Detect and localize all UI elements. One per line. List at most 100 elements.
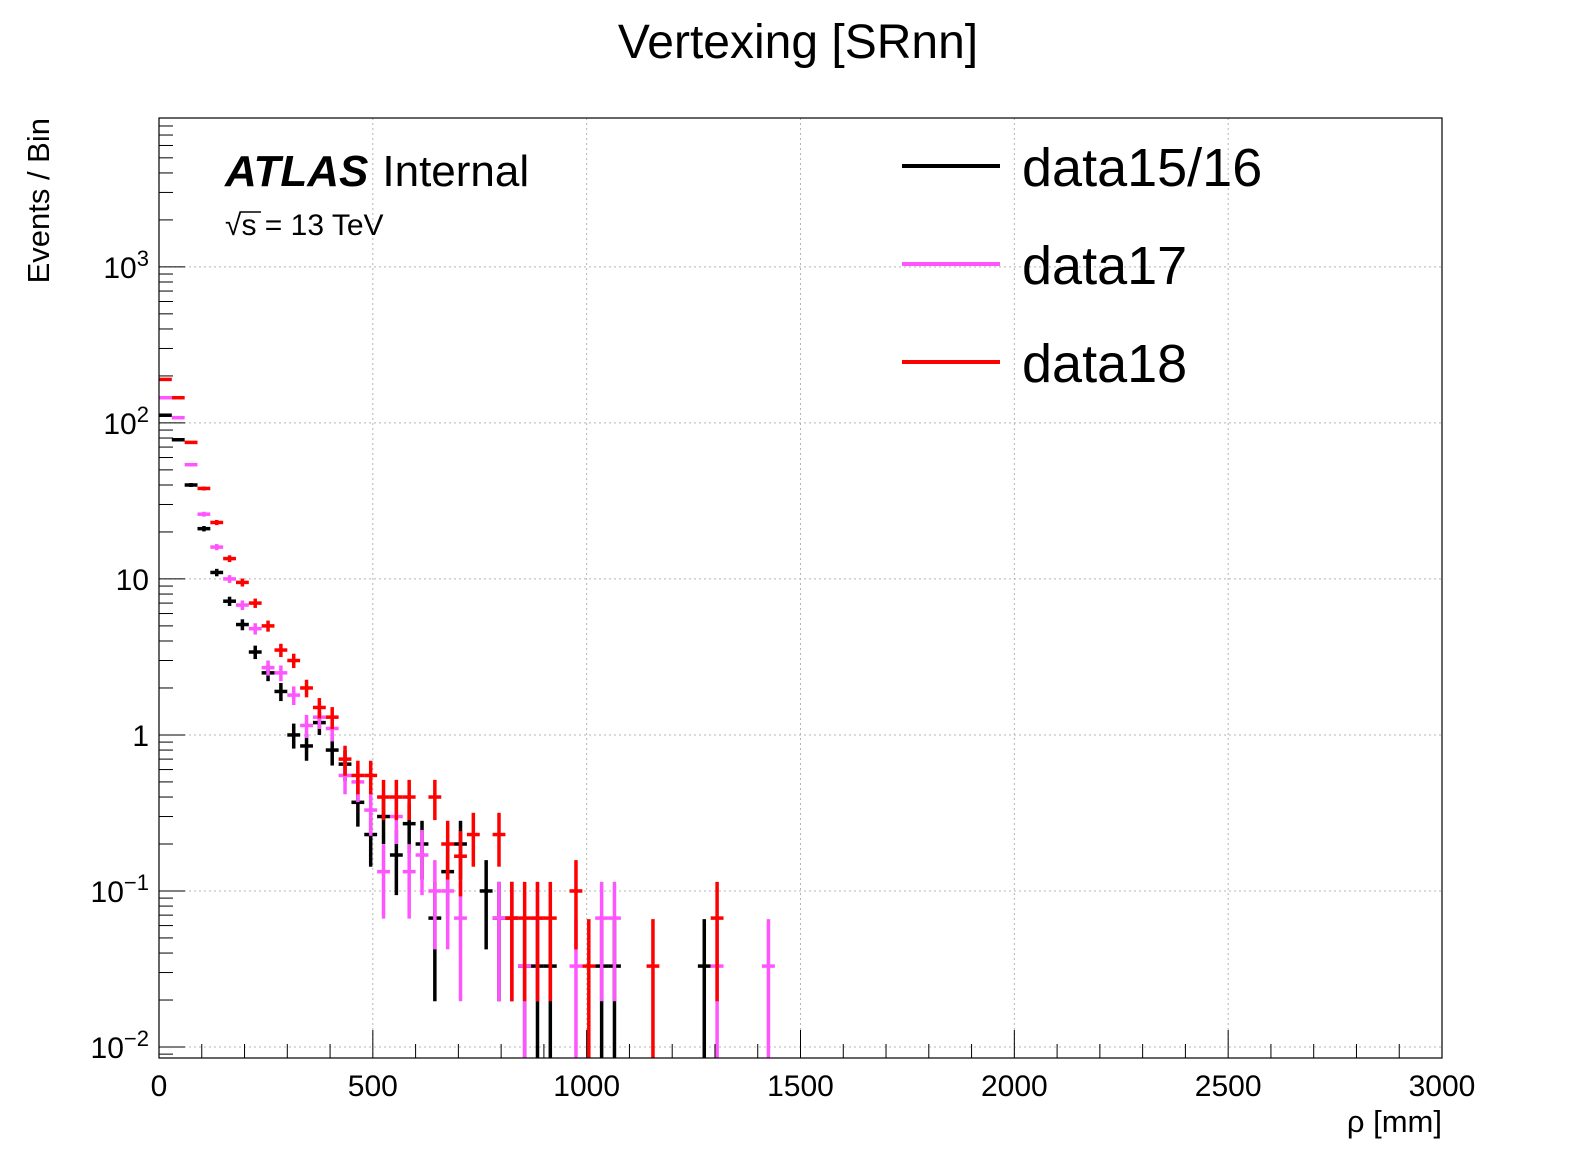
data-point (159, 377, 172, 382)
data-point (466, 812, 480, 867)
x-tick-label: 0 (151, 1070, 168, 1103)
data-point (223, 596, 236, 606)
data-point (351, 760, 365, 795)
data-point (300, 733, 313, 761)
data-point (287, 686, 301, 706)
data-point (325, 707, 339, 729)
y-axis-label: Events / Bin (21, 118, 56, 283)
series-data18 (159, 377, 724, 1058)
data-point (608, 881, 621, 1002)
data-point (710, 881, 724, 1002)
data-point (248, 598, 262, 608)
legend-label-data15-16: data15/16 (1022, 138, 1262, 198)
y-tick-label: 10−2 (91, 1026, 149, 1065)
data-point (646, 919, 660, 1058)
data-point (235, 619, 249, 631)
data-point (300, 679, 313, 698)
data-point (223, 575, 236, 583)
data-point (595, 881, 609, 1002)
x-tick-label: 1000 (553, 1070, 620, 1103)
data-point (235, 578, 249, 587)
legend-label-data17: data17 (1022, 236, 1187, 296)
data-point (428, 860, 442, 950)
data-point (261, 620, 275, 632)
y-tick-label: 10 (116, 564, 149, 597)
x-tick-label: 2000 (981, 1070, 1048, 1103)
atlas-label: ATLAS Internal (224, 147, 529, 196)
atlas-label-bold: ATLAS (224, 147, 368, 196)
x-axis-label: ρ [mm] (1347, 1104, 1442, 1139)
data-point (300, 714, 313, 739)
data-point (171, 395, 185, 400)
data-point (364, 791, 378, 836)
svg-text:√s = 13 TeV: √s = 13 TeV (225, 209, 384, 242)
data-point (312, 698, 326, 719)
data-point (454, 881, 467, 1002)
data-point (197, 486, 211, 491)
data-point (441, 820, 455, 880)
data-point (415, 829, 429, 896)
data-point (197, 526, 211, 532)
energy-label: √s = 13 TeV (225, 209, 384, 242)
chart-title: Vertexing [SRnn] (618, 16, 978, 69)
plot-frame (158, 117, 1443, 1059)
data-point (377, 779, 390, 821)
data-point (261, 660, 275, 676)
x-tick-label: 500 (348, 1070, 398, 1103)
data-point (210, 519, 224, 526)
data-point (505, 881, 519, 1002)
data-point (248, 623, 262, 635)
data-point (159, 413, 172, 417)
axes: 0 500 1000 1500 2000 2500 3000 10−2 10−1 1 10 102 10… (91, 117, 1476, 1103)
data-point (377, 844, 390, 919)
data-point (492, 812, 506, 867)
data-point (697, 919, 711, 1058)
data-point (492, 881, 506, 1002)
x-tick-label: 2500 (1195, 1070, 1262, 1103)
data-point (338, 745, 352, 776)
energy-value: = 13 TeV (256, 209, 383, 242)
legend-entry-data15-16: data15/16 (902, 138, 1262, 198)
data-point (197, 511, 211, 517)
data-point (428, 779, 442, 821)
atlas-label-internal: Internal (382, 147, 529, 196)
data-point (210, 568, 224, 577)
data-point (171, 437, 185, 442)
data-point (402, 779, 416, 821)
data-point (402, 844, 416, 919)
data-point (543, 881, 557, 1002)
data-point (210, 544, 224, 551)
data-point (518, 881, 532, 1002)
x-tick-label: 1500 (767, 1070, 834, 1103)
data-point (762, 919, 775, 1058)
data-point (235, 600, 249, 610)
y-tick-label: 102 (103, 402, 149, 441)
data-point (184, 483, 198, 487)
data-point (274, 643, 288, 658)
data-point (171, 415, 185, 420)
legend: data15/16 data17 data18 (902, 138, 1262, 394)
legend-entry-data17: data17 (902, 236, 1187, 296)
data-point (274, 665, 288, 682)
data-point (248, 645, 262, 660)
plot-series (159, 377, 775, 1058)
data-point (184, 462, 198, 467)
data-point (569, 860, 583, 950)
data-point (582, 919, 596, 1058)
y-tick-label: 103 (103, 246, 149, 285)
data-point (325, 737, 339, 766)
data-point (223, 555, 236, 563)
x-tick-label: 3000 (1409, 1070, 1476, 1103)
data-point (454, 831, 467, 897)
data-point (531, 881, 544, 1002)
data-point (274, 683, 288, 702)
energy-sqrt-symbol: √ (225, 209, 242, 242)
data-point (287, 653, 301, 669)
data-point (287, 723, 301, 749)
y-tick-label: 1 (132, 720, 149, 753)
data-point (159, 395, 172, 400)
data-point (364, 760, 378, 795)
legend-entry-data18: data18 (902, 334, 1187, 394)
